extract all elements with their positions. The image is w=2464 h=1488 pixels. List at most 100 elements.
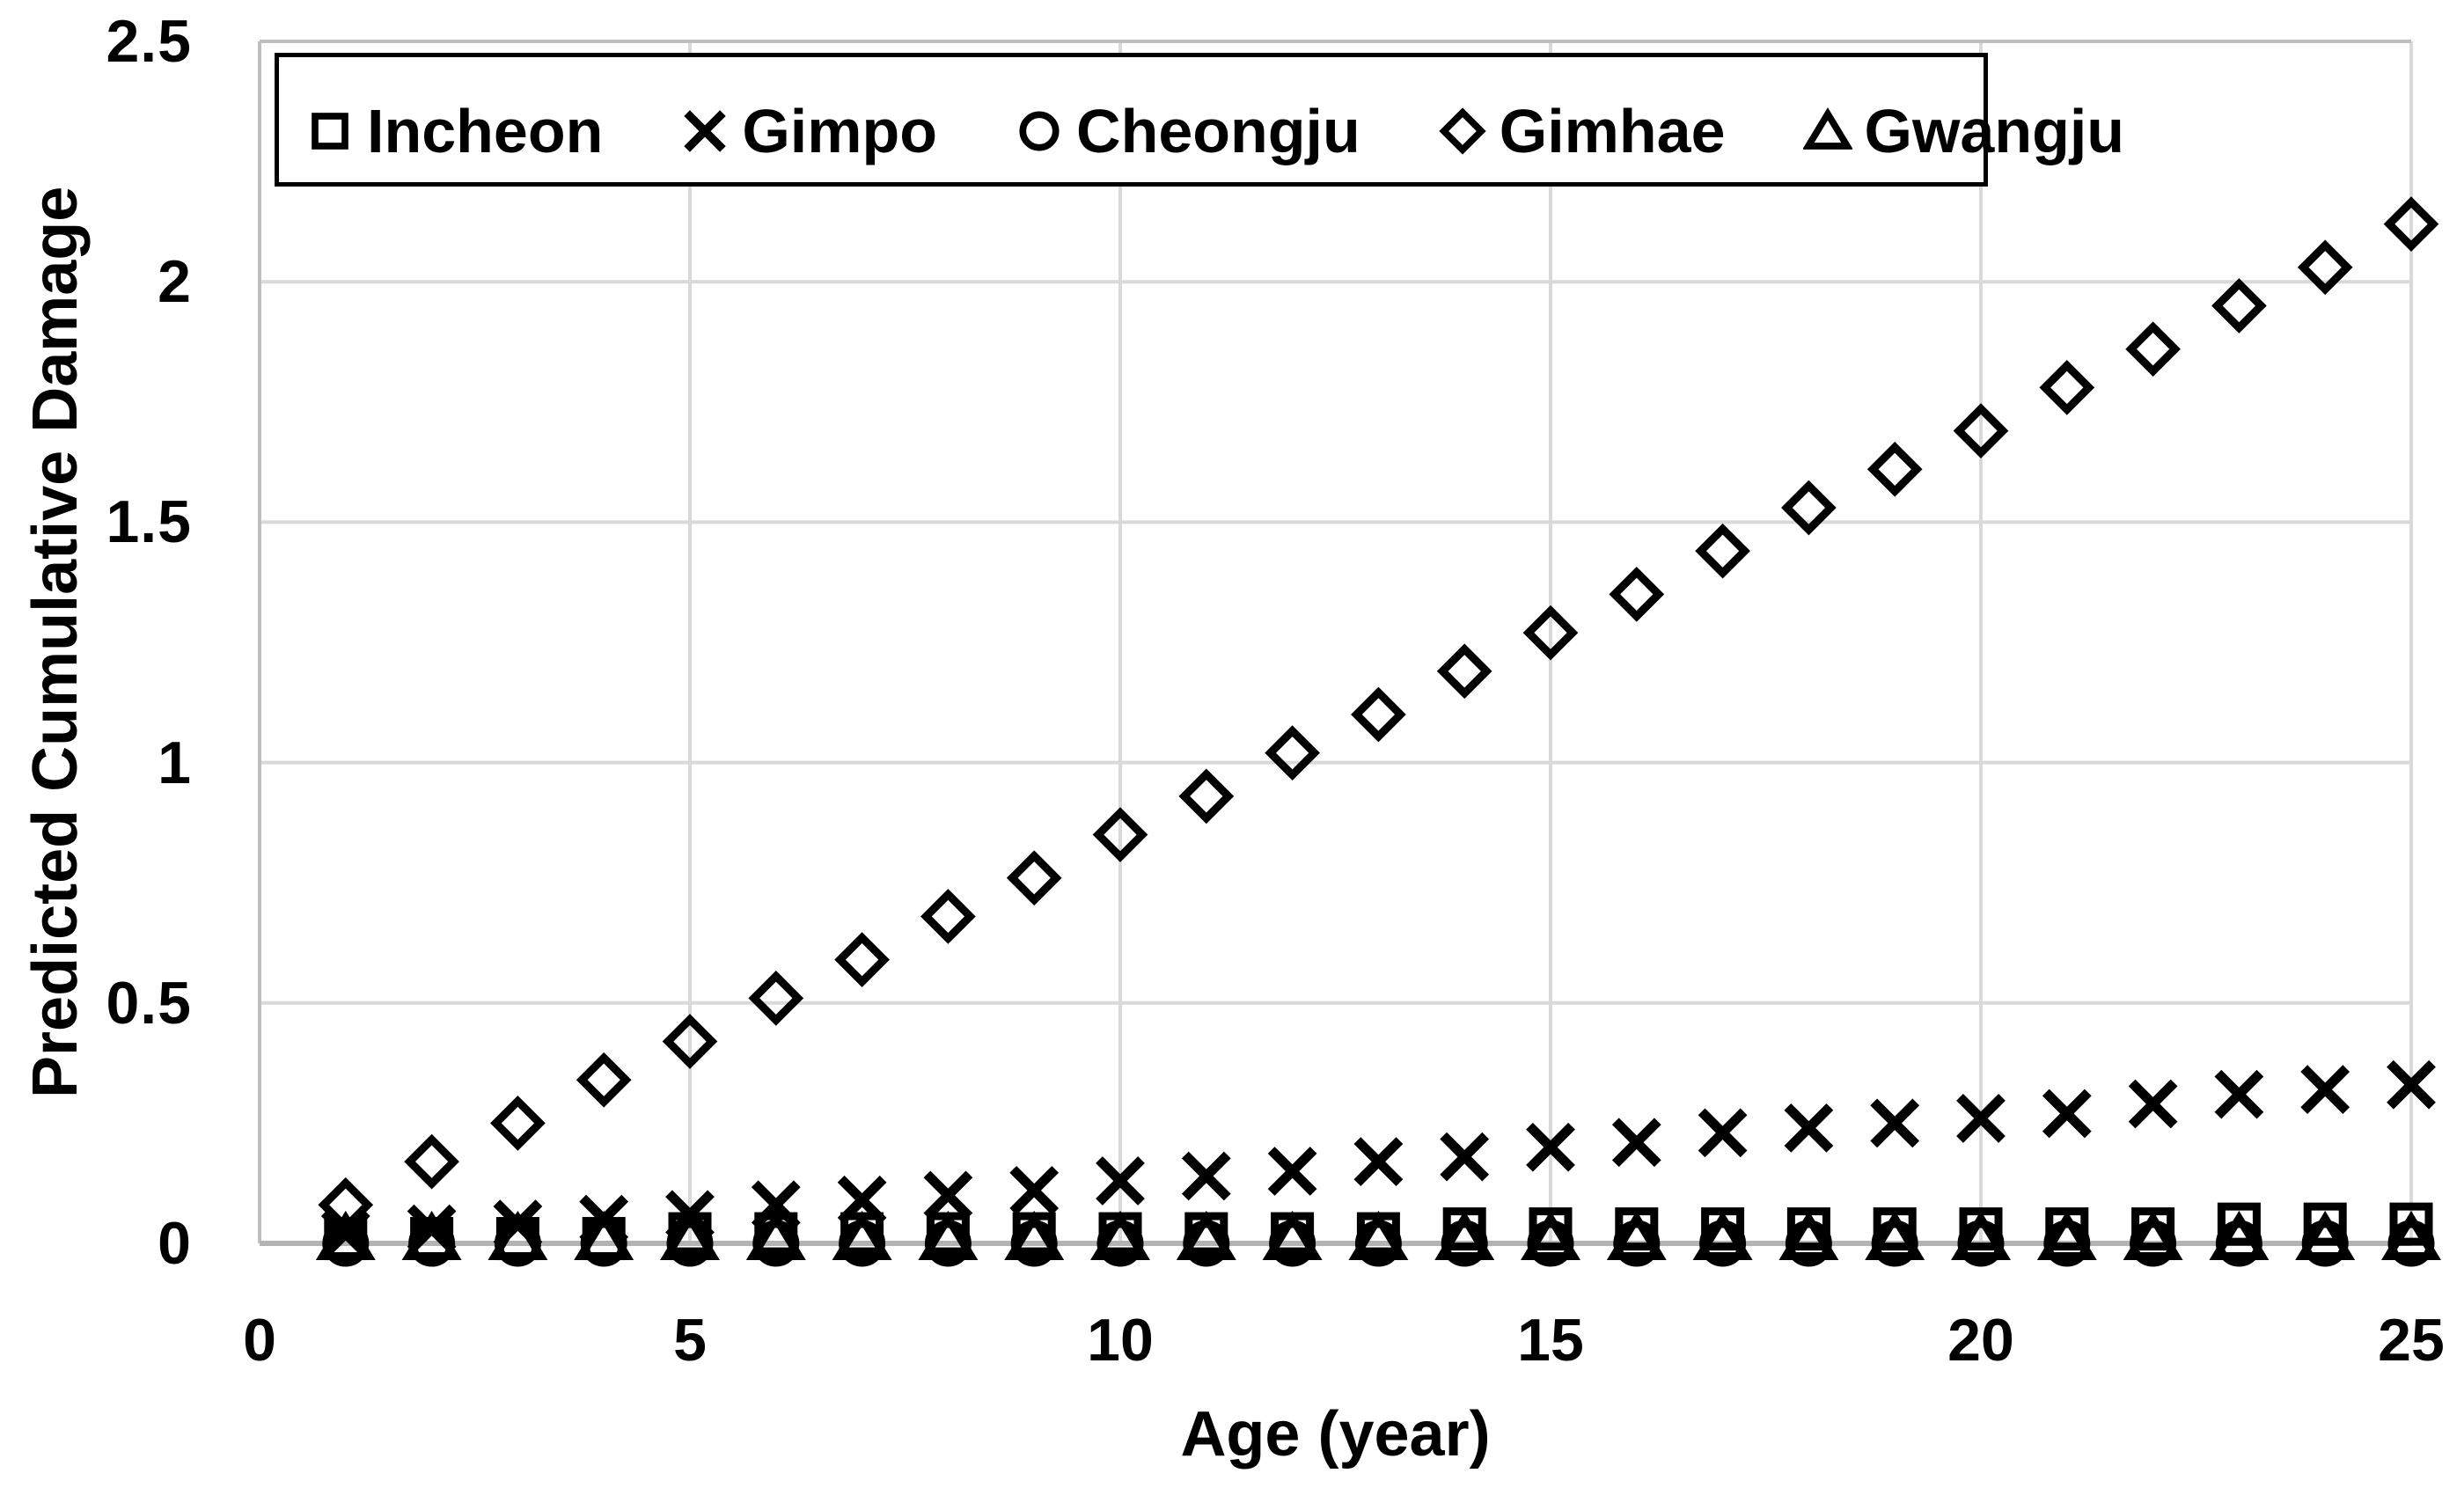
legend-label: Gimhae [1499,97,1726,165]
gwangju-marker [1951,1210,2011,1261]
y-tick-label: 1 [158,729,192,796]
x-tick-label: 10 [1087,1307,1154,1374]
legend-label: Gimpo [742,97,938,165]
gimpo-marker [923,1170,973,1220]
gimhae-marker [1436,643,1492,700]
gwangju-marker [2209,1210,2270,1261]
x-tick-label: 20 [1947,1307,2014,1374]
gimhae-marker [490,1096,546,1151]
gimhae-marker [2211,278,2267,334]
gwangju-marker [488,1210,548,1261]
gwangju-marker [1778,1210,1839,1261]
gimhae-marker [318,1176,374,1233]
gimhae-marker [834,932,890,987]
gimhae-marker [1953,403,2009,458]
x-axis-title: Age (year) [1180,1399,1491,1470]
diamond-icon [1439,107,1486,155]
gwangju-marker [1004,1210,1065,1261]
gwangju-marker [745,1210,806,1261]
gimpo-marker [1440,1132,1490,1182]
gwangju-marker [832,1210,892,1261]
gimpo-marker [2387,1059,2436,1110]
gwangju-marker [1348,1210,1409,1261]
gimpo-marker [1526,1122,1575,1172]
gimpo-marker [1353,1137,1404,1187]
y-axis-title: Predicted Cumulative Damage [20,186,91,1099]
legend-item-gimpo: Gimpo [680,96,937,166]
gwangju-marker [2123,1210,2183,1261]
y-tick-label: 2 [158,248,192,316]
gimhae-marker [1781,480,1837,536]
gwangju-marker [2295,1210,2356,1261]
x-tick-label: 25 [2378,1307,2445,1374]
legend-label: Incheon [367,97,604,165]
gimpo-marker [1009,1166,1060,1215]
gimhae-marker [2039,360,2095,415]
gwangju-marker [1434,1210,1495,1261]
gimhae-marker [920,889,976,944]
diamond-icon-shape [1439,107,1486,155]
gimhae-marker [748,970,804,1026]
gwangju-marker [2381,1210,2441,1261]
gwangju-marker [1606,1210,1667,1261]
gimpo-marker [2300,1065,2350,1115]
gimpo-marker [1956,1094,2006,1143]
gimhae-marker [1178,768,1235,825]
x-icon [684,110,727,152]
gwangju-marker [1692,1210,1753,1261]
gwangju-marker [2036,1210,2097,1261]
incheon-marker [2303,1202,2347,1246]
gimhae-marker [2125,321,2181,377]
gimhae-marker [1522,605,1579,661]
series-gimhae [318,196,2439,1233]
gwangju-marker [1865,1210,1925,1261]
series-gwangju [315,1210,2441,1261]
gwangju-marker [574,1210,634,1261]
gimpo-marker [1784,1103,1834,1153]
square-icon-shape [312,113,348,150]
gimhae-marker [1092,807,1148,862]
incheon-marker [2217,1202,2261,1246]
gimpo-marker [837,1175,887,1225]
y-tick-label: 1.5 [106,488,192,556]
gimhae-marker [1006,850,1062,906]
gimhae-marker [1265,725,1320,781]
y-tick-label: 2.5 [106,8,192,75]
gimhae-marker [1695,523,1750,579]
gimhae-marker [404,1133,459,1190]
gimpo-marker [2042,1089,2092,1139]
gwangju-marker [1521,1210,1580,1261]
circle-icon [1019,111,1060,151]
circle-icon-shape [1019,111,1060,151]
y-tick-label: 0.5 [106,969,192,1037]
gimpo-marker [1870,1098,1920,1148]
gimpo-marker [1698,1108,1748,1158]
gwangju-marker [1262,1210,1323,1261]
gimpo-marker [1096,1156,1145,1206]
legend-label: Gwangju [1864,97,2125,165]
y-tick-label: 0 [158,1210,192,1277]
legend-item-gimhae: Gimhae [1438,96,1726,166]
gwangju-marker [401,1210,462,1261]
x-tick-label: 5 [673,1307,707,1374]
gwangju-marker [918,1210,979,1261]
legend-label: Cheongju [1076,97,1360,165]
legend-item-gwangju: Gwangju [1802,96,2125,166]
triangle-icon [1802,107,1852,150]
gimpo-marker [751,1180,801,1230]
gwangju-marker [315,1210,376,1261]
x-tick-label: 15 [1517,1307,1584,1374]
x-tick-label: 0 [243,1307,276,1374]
gwangju-marker [1176,1210,1236,1261]
gimhae-marker [662,1014,718,1069]
gimhae-marker [1609,566,1665,622]
gimpo-marker [1611,1118,1661,1168]
triangle-icon-shape [1802,107,1852,150]
gimhae-marker [2383,196,2439,252]
gimpo-marker [2214,1069,2264,1119]
gimpo-marker [1181,1151,1231,1201]
gimpo-marker [1267,1147,1317,1196]
gwangju-marker [1090,1210,1150,1261]
incheon-marker [2389,1202,2433,1246]
